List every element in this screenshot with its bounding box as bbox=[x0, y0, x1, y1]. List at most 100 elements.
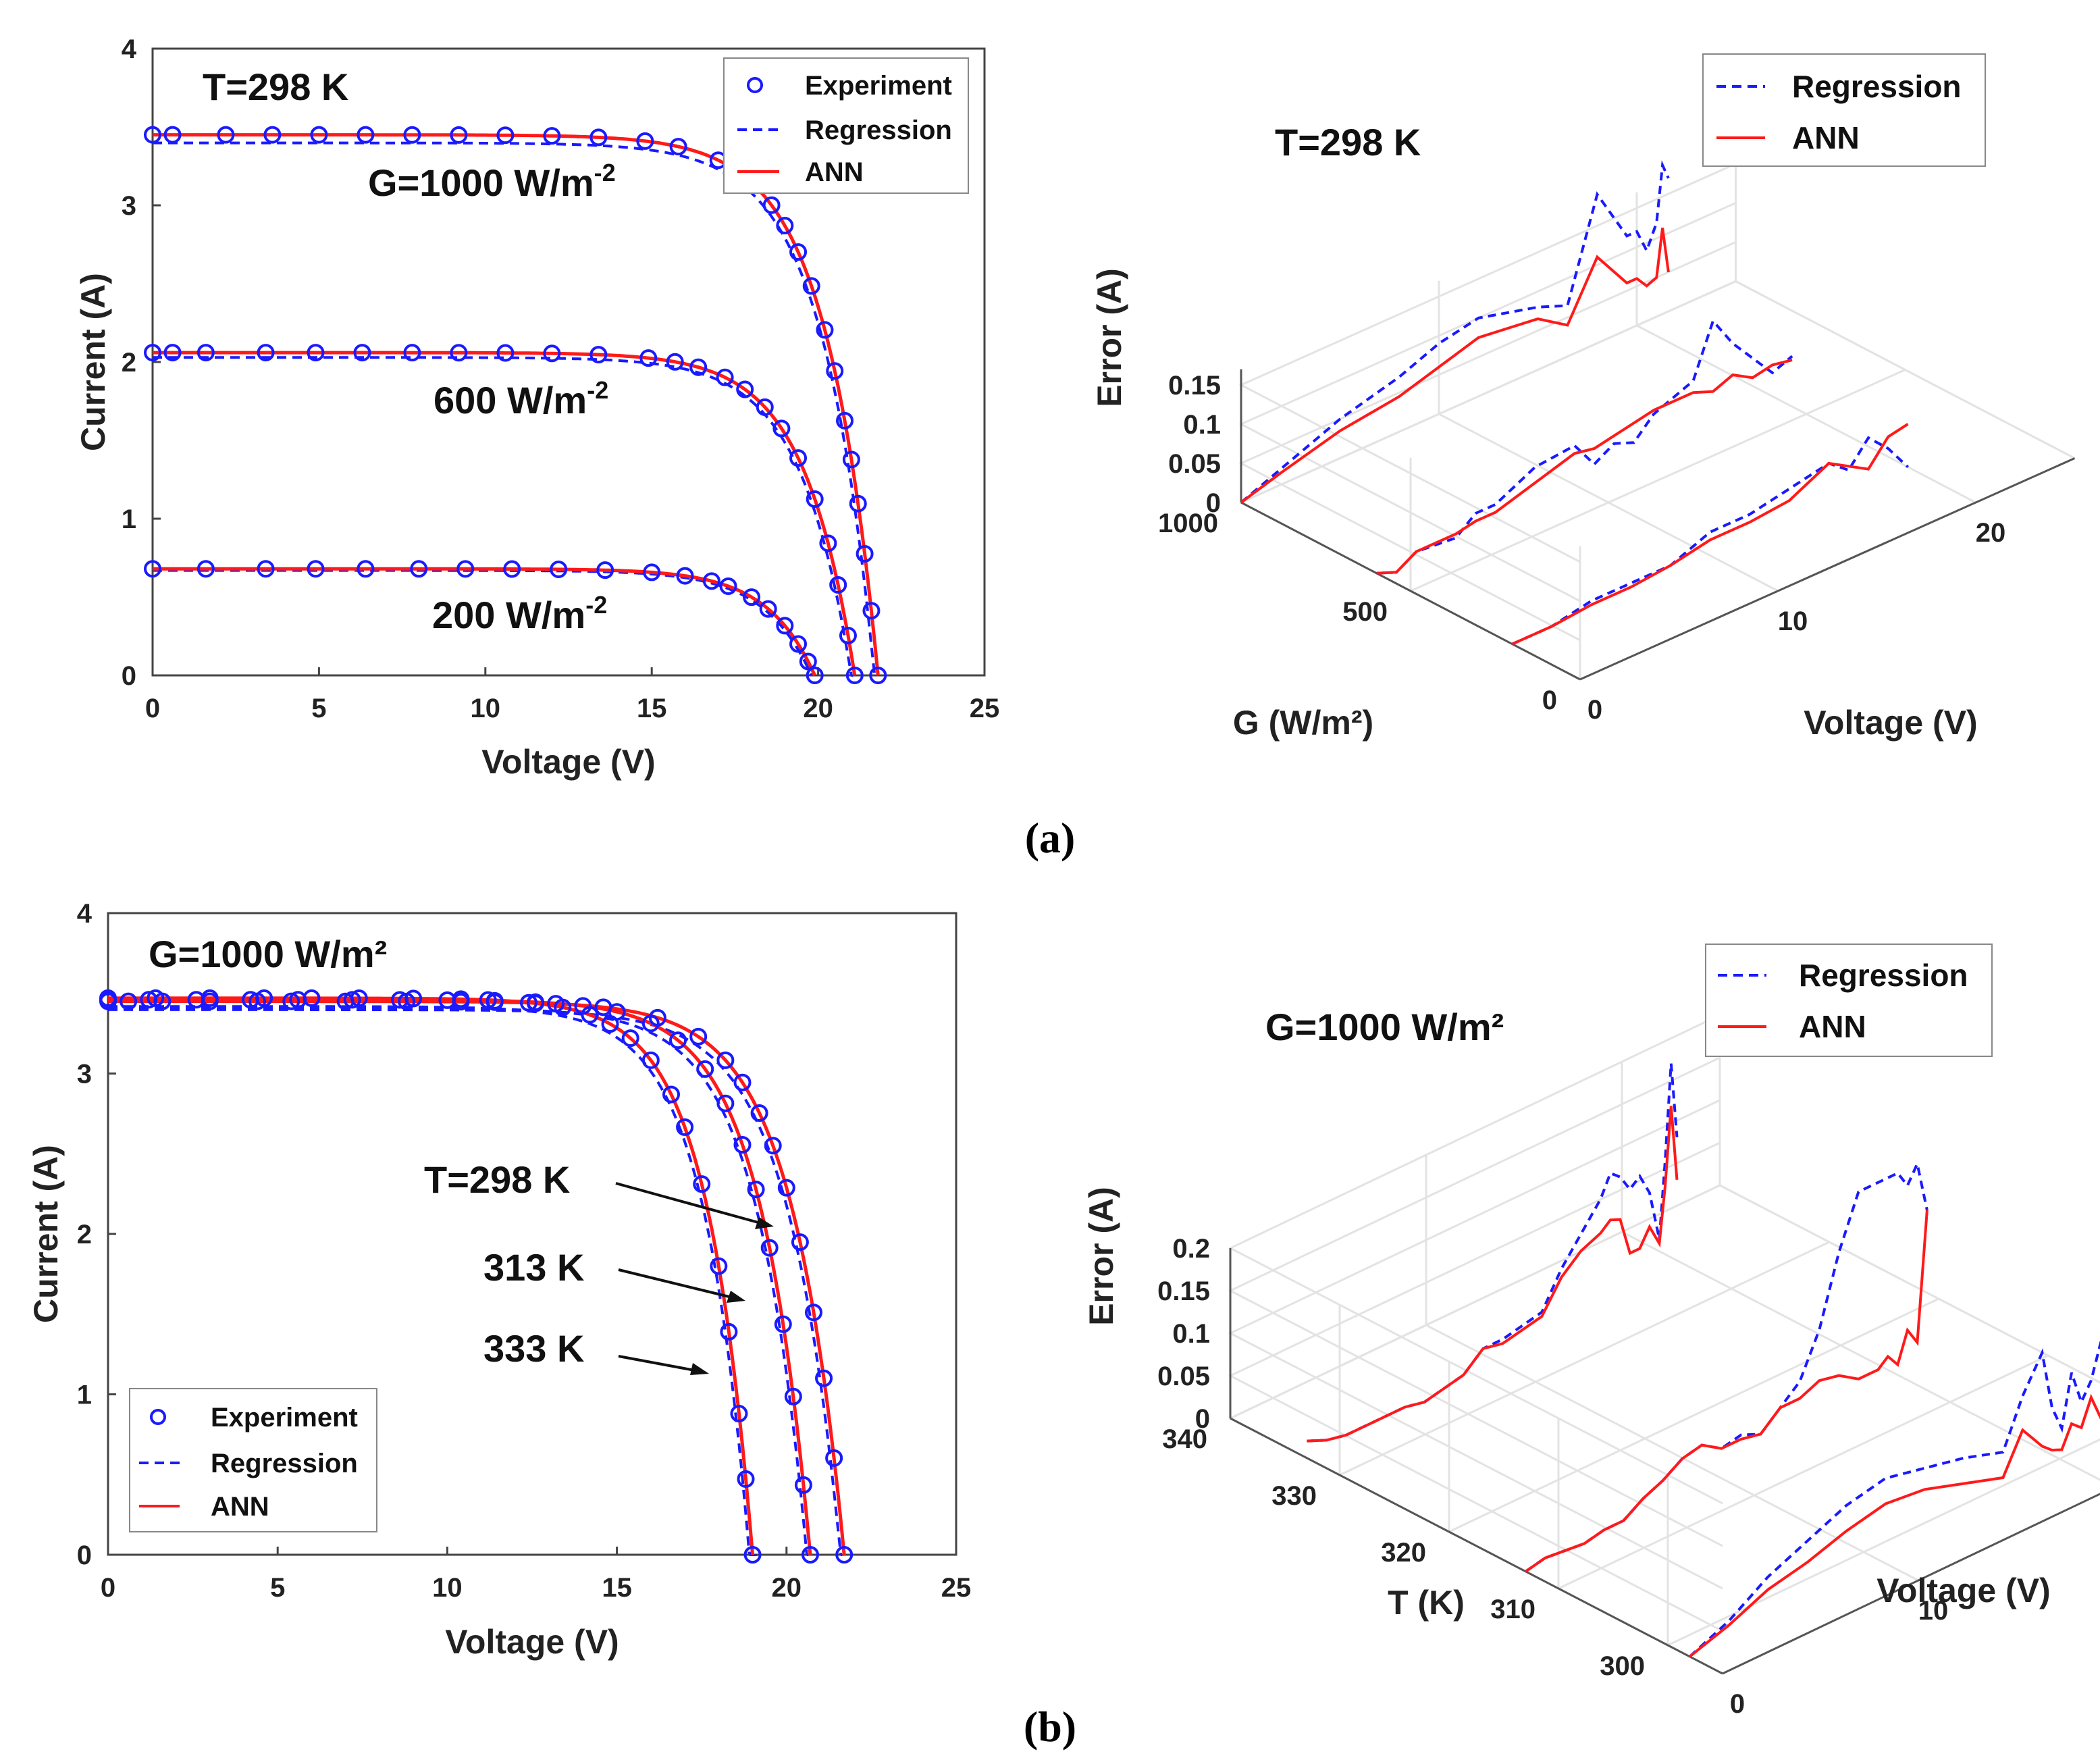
experiment-point bbox=[621, 1029, 639, 1048]
annotation-t313: 313 K bbox=[483, 1246, 584, 1289]
depth-tick-label: 320 bbox=[1381, 1538, 1426, 1568]
experiment-point bbox=[636, 132, 654, 150]
experiment-point bbox=[669, 138, 687, 156]
annotation-arrows bbox=[615, 1182, 774, 1375]
voltage-axis-label: Voltage (V) bbox=[1876, 1572, 2050, 1609]
experiment-point bbox=[196, 344, 215, 362]
experiment-point bbox=[733, 1073, 752, 1091]
y-tick-label: 4 bbox=[77, 899, 93, 929]
experiment-point bbox=[826, 362, 844, 380]
experiment-point bbox=[789, 449, 808, 467]
experiment-point bbox=[666, 353, 684, 371]
experiment-point bbox=[353, 344, 371, 362]
experiment-point bbox=[163, 344, 182, 362]
experiment-point bbox=[743, 588, 761, 606]
regression-error-trace-1 bbox=[1376, 318, 1793, 575]
ann-error-trace-1 bbox=[1376, 359, 1793, 575]
ann-error-trace-2 bbox=[1511, 423, 1909, 646]
experiment-point bbox=[527, 994, 545, 1012]
floor-grid-line bbox=[1240, 280, 1737, 504]
floor-grid-line bbox=[1558, 1354, 2049, 1590]
experiment-point bbox=[784, 1387, 802, 1405]
z-tick-label: 0.15 bbox=[1168, 371, 1221, 401]
depth-axis bbox=[1230, 1417, 1723, 1675]
experiment-point bbox=[452, 990, 470, 1008]
ann-error-trace-0 bbox=[1240, 228, 1670, 504]
z-axis-label: Error (A) bbox=[1082, 1187, 1120, 1326]
annotation-g200: 200 W/m-2 bbox=[432, 591, 607, 636]
experiment-point bbox=[120, 992, 138, 1010]
experiment-point bbox=[343, 991, 361, 1009]
experiment-point bbox=[730, 1405, 748, 1423]
legend-experiment-marker bbox=[150, 1409, 166, 1425]
experiment-point bbox=[825, 1449, 843, 1467]
x-tick-label: 5 bbox=[270, 1573, 285, 1603]
experiment-point bbox=[802, 277, 820, 295]
experiment-point bbox=[835, 1546, 854, 1564]
experiment-point bbox=[639, 349, 658, 367]
legend-ann: ANN bbox=[1799, 1009, 1866, 1044]
experiment-point bbox=[760, 1239, 779, 1257]
legend-ann: ANN bbox=[211, 1492, 269, 1522]
experiment-point bbox=[806, 490, 824, 509]
experiment-point bbox=[689, 1027, 708, 1045]
experiment-point bbox=[816, 321, 834, 339]
voltage-axis bbox=[1722, 1493, 2100, 1675]
experiment-point bbox=[777, 1179, 795, 1197]
experiment-point bbox=[720, 1322, 738, 1341]
depth-tick-label: 500 bbox=[1342, 597, 1388, 627]
voltage-tick-label: 10 bbox=[1778, 606, 1808, 636]
annotation-irradiance: G=1000 W/m² bbox=[149, 933, 387, 975]
experiment-point bbox=[485, 991, 504, 1010]
experiment-point bbox=[839, 627, 857, 645]
experiment-point bbox=[759, 600, 777, 618]
voltage-tick-label: 10 bbox=[1918, 1596, 1949, 1626]
y-tick-label: 0 bbox=[122, 661, 136, 691]
annotation-g600: 600 W/m-2 bbox=[434, 376, 608, 421]
floor-grid-line bbox=[1621, 1231, 2100, 1481]
experiment-point bbox=[747, 1181, 765, 1199]
depth-tick-label: 0 bbox=[1542, 686, 1557, 715]
floor-grid-line bbox=[1719, 1184, 2100, 1384]
experiment-point bbox=[601, 1015, 619, 1033]
experiment-point bbox=[856, 544, 874, 563]
regression-curve-1 bbox=[108, 1006, 809, 1556]
y-axis-label: Current (A) bbox=[74, 273, 112, 451]
floor-grid-line bbox=[1735, 280, 2076, 459]
z-tick-label: 0.1 bbox=[1183, 410, 1221, 440]
legend-regression: Regression bbox=[805, 115, 952, 145]
legend-regression: Regression bbox=[211, 1449, 358, 1478]
experiment-point bbox=[849, 494, 867, 513]
floor-grid-line bbox=[1448, 1297, 1939, 1533]
experiment-point bbox=[772, 419, 791, 438]
experiment-point bbox=[550, 560, 568, 578]
experiment-point bbox=[737, 1470, 755, 1488]
depth-tick-label: 340 bbox=[1162, 1424, 1207, 1454]
experiment-point bbox=[589, 346, 608, 364]
experiment-point bbox=[257, 344, 275, 362]
experiment-point bbox=[201, 989, 219, 1007]
experiment-point bbox=[403, 126, 421, 144]
voltage-tick-label: 20 bbox=[1976, 518, 2006, 548]
voltage-tick-label: 0 bbox=[1730, 1689, 1745, 1719]
regression-error-trace-2 bbox=[1689, 1341, 2100, 1658]
y-tick-label: 2 bbox=[122, 348, 136, 378]
experiment-point bbox=[764, 1137, 782, 1155]
experiment-point bbox=[776, 217, 794, 235]
experiment-point bbox=[403, 344, 421, 362]
experiment-point bbox=[789, 635, 808, 653]
experiment-point bbox=[710, 1257, 728, 1275]
floor-grid-line bbox=[1230, 1184, 1721, 1420]
experiment-point bbox=[801, 1546, 819, 1564]
experiment-point bbox=[716, 368, 734, 386]
experiment-point bbox=[519, 993, 537, 1012]
experiment-point bbox=[543, 344, 561, 363]
legend-regression: Regression bbox=[1792, 69, 1962, 104]
voltage-axis bbox=[1579, 457, 2076, 681]
x-tick-label: 15 bbox=[637, 694, 667, 723]
experiment-point bbox=[733, 1136, 752, 1154]
x-tick-label: 10 bbox=[432, 1573, 463, 1603]
chart-b-error-3d: 00.050.10.150.234033032031030001020 G=10… bbox=[1082, 944, 2100, 1719]
voltage-axis-label: Voltage (V) bbox=[1804, 704, 1977, 742]
